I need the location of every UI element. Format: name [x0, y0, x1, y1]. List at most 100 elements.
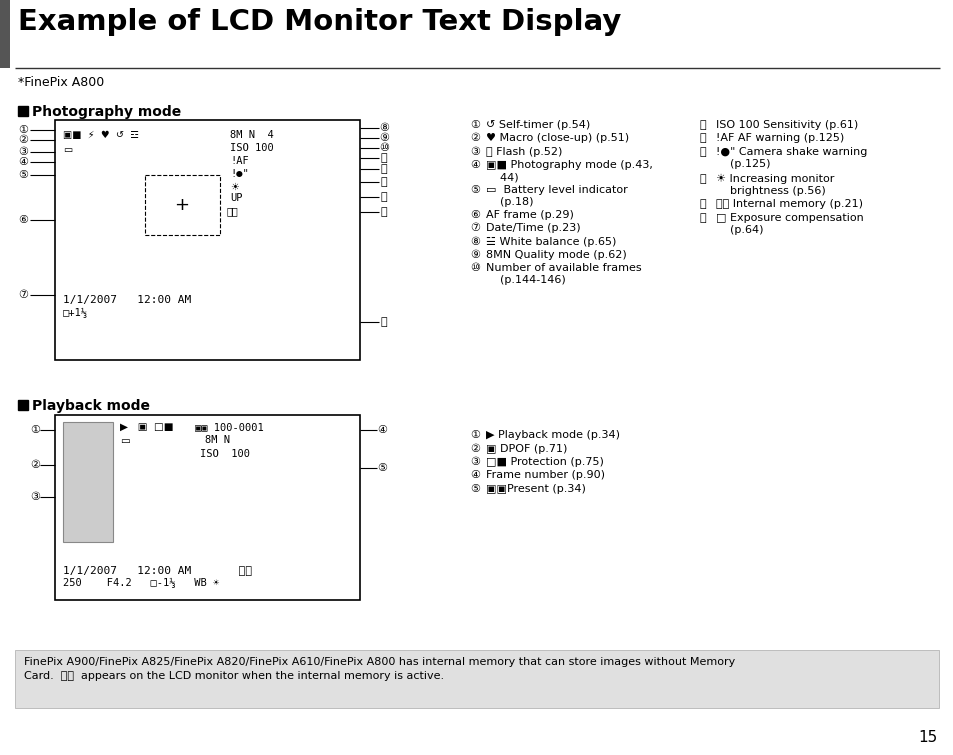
Text: ④: ④: [470, 160, 479, 170]
Text: □■ Protection (p.75): □■ Protection (p.75): [485, 457, 603, 467]
Text: +: +: [174, 196, 190, 214]
Text: ⑤: ⑤: [470, 484, 479, 494]
Text: ③: ③: [470, 147, 479, 157]
Text: ⑪: ⑪: [380, 153, 387, 163]
Text: ①: ①: [470, 120, 479, 130]
Text: ⑭: ⑭: [380, 192, 387, 202]
Text: ①: ①: [18, 125, 28, 135]
Text: (p.64): (p.64): [716, 225, 762, 235]
Text: 8MN Quality mode (p.62): 8MN Quality mode (p.62): [485, 250, 626, 260]
Text: *FinePix A800: *FinePix A800: [18, 76, 104, 89]
Text: ⑨: ⑨: [378, 133, 389, 143]
Text: ☱ White balance (p.65): ☱ White balance (p.65): [485, 237, 616, 247]
Text: ③: ③: [18, 147, 28, 157]
Text: 250    F4.2   □-1⅓   WB ☀: 250 F4.2 □-1⅓ WB ☀: [63, 578, 219, 588]
Text: ▭: ▭: [63, 145, 72, 155]
Text: ②: ②: [18, 135, 28, 145]
Text: ⓢ Flash (p.52): ⓢ Flash (p.52): [485, 147, 561, 157]
Text: ③: ③: [30, 492, 40, 502]
Text: ②: ②: [30, 460, 40, 470]
Text: ⑯: ⑯: [380, 317, 387, 327]
Text: (p.125): (p.125): [716, 159, 770, 169]
Text: ⑤: ⑤: [470, 185, 479, 195]
Text: Number of available frames: Number of available frames: [485, 263, 641, 273]
Bar: [0, 0, 10, 68]
Text: ☀ Increasing monitor: ☀ Increasing monitor: [716, 174, 834, 184]
Text: Example of LCD Monitor Text Display: Example of LCD Monitor Text Display: [18, 8, 620, 36]
Text: ISO  100: ISO 100: [200, 449, 250, 459]
Text: ▣▣Present (p.34): ▣▣Present (p.34): [485, 484, 585, 494]
Text: !AF: !AF: [230, 156, 249, 166]
Text: ☀: ☀: [230, 182, 238, 192]
Text: ▶   ▣  □■: ▶ ▣ □■: [120, 422, 173, 432]
Text: ▶ Playback mode (p.34): ▶ Playback mode (p.34): [485, 430, 619, 440]
Text: ⑯: ⑯: [700, 213, 706, 223]
Text: 1/1/2007   12:00 AM: 1/1/2007 12:00 AM: [63, 295, 191, 305]
Text: □ Exposure compensation: □ Exposure compensation: [716, 213, 862, 223]
Text: ⑤: ⑤: [18, 170, 28, 180]
Text: 44): 44): [485, 172, 518, 182]
Text: ⑮: ⑮: [380, 207, 387, 217]
Text: Date/Time (p.23): Date/Time (p.23): [485, 223, 580, 233]
Text: ②: ②: [470, 444, 479, 454]
Bar: [15, 650, 938, 708]
Text: ▣▣ 100-0001: ▣▣ 100-0001: [194, 422, 263, 432]
Text: ⑫: ⑫: [380, 164, 387, 174]
Text: ⑧: ⑧: [378, 123, 389, 133]
Text: Playback mode: Playback mode: [32, 399, 150, 413]
Text: 8M N  4: 8M N 4: [230, 130, 274, 140]
Text: ⑫: ⑫: [700, 133, 706, 143]
Text: Frame number (p.90): Frame number (p.90): [485, 470, 604, 480]
Text: ⑦: ⑦: [470, 223, 479, 233]
Text: !●" Camera shake warning: !●" Camera shake warning: [716, 147, 866, 157]
Text: ①: ①: [30, 425, 40, 435]
Text: ⑩: ⑩: [470, 263, 479, 273]
Text: !AF AF warning (p.125): !AF AF warning (p.125): [716, 133, 843, 143]
Text: 1/1/2007   12:00 AM       ⓘⓓ: 1/1/2007 12:00 AM ⓘⓓ: [63, 565, 252, 575]
Bar: [18, 400, 28, 410]
Text: ⑤: ⑤: [376, 463, 387, 473]
Text: ▣■ Photography mode (p.43,: ▣■ Photography mode (p.43,: [485, 160, 652, 170]
Text: ⑨: ⑨: [470, 250, 479, 260]
Text: ⑥: ⑥: [470, 210, 479, 220]
Text: ⑥: ⑥: [18, 215, 28, 225]
Text: Card.  ⓘⓓ  appears on the LCD monitor when the internal memory is active.: Card. ⓘⓓ appears on the LCD monitor when…: [24, 671, 444, 681]
Text: ▭  Battery level indicator: ▭ Battery level indicator: [485, 185, 627, 195]
Text: (p.144-146): (p.144-146): [485, 275, 565, 285]
Bar: [18, 106, 28, 116]
Text: 8M N: 8M N: [205, 435, 230, 445]
Text: ⑩: ⑩: [378, 143, 389, 153]
Text: ④: ④: [470, 470, 479, 480]
Text: ⑬: ⑬: [380, 177, 387, 187]
Text: ②: ②: [470, 133, 479, 143]
Text: (p.18): (p.18): [485, 197, 533, 207]
Text: ④: ④: [376, 425, 387, 435]
Text: ⑬: ⑬: [700, 147, 706, 157]
Text: ④: ④: [18, 157, 28, 167]
Bar: [63, 422, 112, 542]
Text: ⓘⓓ Internal memory (p.21): ⓘⓓ Internal memory (p.21): [716, 199, 862, 209]
Text: ▭: ▭: [120, 436, 130, 446]
Text: ♥ Macro (close-up) (p.51): ♥ Macro (close-up) (p.51): [485, 133, 628, 143]
Text: ISO 100 Sensitivity (p.61): ISO 100 Sensitivity (p.61): [716, 120, 858, 130]
Text: Photography mode: Photography mode: [32, 105, 181, 119]
Text: ⓘⓓ: ⓘⓓ: [227, 206, 238, 216]
Text: ⑮: ⑮: [700, 199, 706, 209]
Text: ⑧: ⑧: [470, 237, 479, 247]
Text: ①: ①: [470, 430, 479, 440]
Text: ▣■  ⚡  ♥  ↺  ☲: ▣■ ⚡ ♥ ↺ ☲: [63, 130, 139, 140]
Text: ↺ Self-timer (p.54): ↺ Self-timer (p.54): [485, 120, 590, 130]
Text: □+1⅓: □+1⅓: [63, 308, 88, 318]
Bar: [55, 415, 359, 600]
Text: !●": !●": [230, 169, 249, 179]
Text: 15: 15: [918, 730, 937, 745]
Text: brightness (p.56): brightness (p.56): [716, 186, 825, 196]
Text: ⑦: ⑦: [18, 290, 28, 300]
Bar: [145, 175, 220, 235]
Text: FinePix A900/FinePix A825/FinePix A820/FinePix A610/FinePix A800 has internal me: FinePix A900/FinePix A825/FinePix A820/F…: [24, 657, 735, 667]
Text: ISO 100: ISO 100: [230, 143, 274, 153]
Text: UP: UP: [230, 193, 242, 203]
Text: ▣ DPOF (p.71): ▣ DPOF (p.71): [485, 444, 567, 454]
Text: ⑭: ⑭: [700, 174, 706, 184]
Text: ③: ③: [470, 457, 479, 467]
